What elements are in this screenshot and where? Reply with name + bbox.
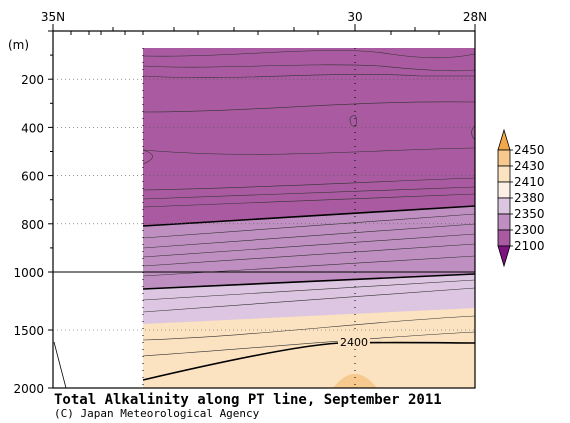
plot-frame bbox=[52, 30, 476, 389]
y-tick-label: 400 bbox=[21, 121, 44, 135]
y-tick-label: 600 bbox=[21, 170, 44, 184]
x-tick-label: 28N bbox=[463, 10, 487, 24]
band-2430-2450 bbox=[333, 374, 377, 388]
contour-bands bbox=[143, 31, 475, 388]
x-axis bbox=[52, 24, 476, 35]
chart-credit: (C) Japan Meteorological Agency bbox=[54, 407, 260, 420]
colorbar-label: 2430 bbox=[514, 159, 545, 173]
colorbar-segment bbox=[497, 165, 511, 183]
y-tick-label: 1000 bbox=[13, 266, 44, 280]
colorbar-label: 2450 bbox=[514, 143, 545, 157]
contour-label-2400: 2400 bbox=[340, 336, 368, 349]
thin-contours bbox=[142, 50, 475, 357]
y-axis: 200 400 600 800 1000 1500 2000 bbox=[13, 30, 475, 396]
colorbar-label: 2350 bbox=[514, 207, 545, 221]
band-top-strip bbox=[143, 31, 475, 48]
contour-2350 bbox=[142, 273, 475, 290]
contour-2300 bbox=[142, 205, 475, 227]
y-tick-label: 800 bbox=[21, 218, 44, 232]
colorbar-segment bbox=[497, 149, 511, 167]
x-tick-label: 30 bbox=[347, 10, 362, 24]
band-2410-2430 bbox=[143, 308, 475, 388]
topography-line bbox=[53, 341, 67, 389]
y-tick-label: 2000 bbox=[13, 382, 44, 396]
y-axis-unit: (m) bbox=[8, 38, 29, 52]
colorbar-segment bbox=[497, 181, 511, 199]
chart-title: Total Alkalinity along PT line, Septembe… bbox=[54, 392, 442, 408]
colorbar-arrow-bottom bbox=[497, 245, 511, 268]
thick-contours bbox=[142, 205, 475, 381]
colorbar-label: 2410 bbox=[514, 175, 545, 189]
colorbar-segment bbox=[497, 213, 511, 231]
contour-2400 bbox=[142, 341, 475, 381]
colorbar-segment bbox=[497, 229, 511, 247]
colorbar-label: 2100 bbox=[514, 239, 545, 253]
y-tick-label: 1500 bbox=[13, 324, 44, 338]
x-tick-label: 35N bbox=[41, 10, 65, 24]
colorbar-label: 2300 bbox=[514, 223, 545, 237]
colorbar-segment bbox=[497, 197, 511, 215]
y-tick-label: 200 bbox=[21, 73, 44, 87]
colorbar-arrow-top bbox=[497, 128, 511, 151]
colorbar-label: 2380 bbox=[514, 191, 545, 205]
station-lines bbox=[142, 48, 356, 388]
colorbar: 2450 2430 2410 2380 2350 2300 2100 bbox=[497, 128, 545, 268]
contour-label-bg bbox=[338, 335, 370, 348]
